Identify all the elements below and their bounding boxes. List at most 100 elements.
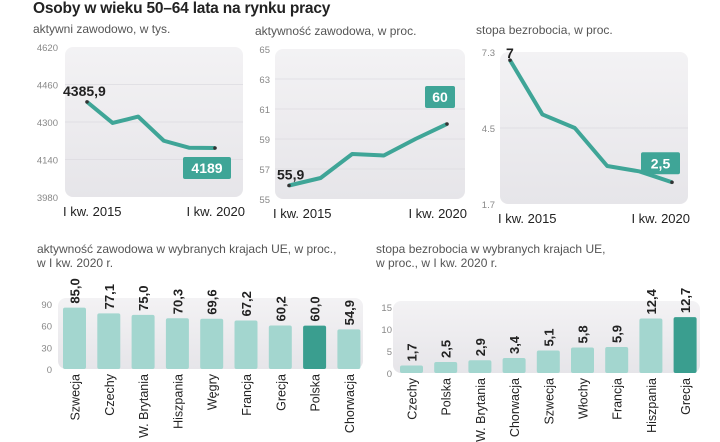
category-label: W. Brytania xyxy=(137,374,151,438)
chart-subtitle: stopa bezrobocia w wybranych krajach UE, xyxy=(376,242,605,256)
x-axis-label-end: I kw. 2020 xyxy=(631,211,690,226)
category-label: Chorwacja xyxy=(343,374,357,433)
y-tick-label: 1.7 xyxy=(482,200,495,211)
y-tick-label: 0 xyxy=(47,365,52,376)
bar-value-label: 70,3 xyxy=(170,289,185,314)
start-value-label: 7 xyxy=(506,45,514,61)
data-point xyxy=(508,58,512,62)
start-value-label: 4385,9 xyxy=(63,83,106,99)
y-tick-label: 5 xyxy=(387,347,392,358)
data-line xyxy=(288,122,448,188)
y-tick-label: 4620 xyxy=(37,43,58,54)
bar-value-label: 2,5 xyxy=(439,340,454,358)
x-axis-label-start: I kw. 2015 xyxy=(63,204,122,219)
chart-subtitle: w I kw. 2020 r. xyxy=(36,256,113,270)
bar xyxy=(337,329,361,369)
bar xyxy=(131,314,155,369)
y-tick-label: 55 xyxy=(259,195,270,206)
bar-value-label: 5,8 xyxy=(576,325,591,343)
bar xyxy=(536,350,560,373)
y-tick-label: 4140 xyxy=(37,156,58,167)
bar-value-label: 1,7 xyxy=(405,343,420,361)
x-axis-label-end: I kw. 2020 xyxy=(408,206,467,221)
data-point xyxy=(85,100,89,104)
y-tick-label: 4460 xyxy=(37,81,58,92)
category-label: Czechy xyxy=(406,377,420,419)
chart-subtitle: w proc., w I kw. 2020 r. xyxy=(375,256,497,270)
bar xyxy=(63,307,86,369)
bar-value-label: 67,2 xyxy=(239,291,254,316)
category-label: Grecja xyxy=(679,378,693,415)
bar-value-label: 60,0 xyxy=(308,296,323,321)
start-value-label: 55,9 xyxy=(277,167,304,183)
bar-value-label: 75,0 xyxy=(136,286,151,311)
category-label: Chorwacja xyxy=(508,378,522,437)
bar-value-label: 5,9 xyxy=(610,325,625,343)
bar-value-label: 5,1 xyxy=(541,328,556,346)
bar-value-label: 3,4 xyxy=(507,335,522,354)
y-tick-label: 63 xyxy=(259,75,270,86)
y-tick-label: 60 xyxy=(41,322,52,333)
data-point xyxy=(213,146,217,150)
y-tick-label: 90 xyxy=(41,300,52,311)
page-title: Osoby w wieku 50–64 lata na rynku pracy xyxy=(33,0,331,17)
category-label: Hiszpania xyxy=(171,374,185,429)
bar xyxy=(165,318,189,369)
x-axis-label-start: I kw. 2015 xyxy=(273,206,332,221)
data-point xyxy=(287,183,291,188)
bar xyxy=(200,318,224,369)
bar-value-label: 54,9 xyxy=(342,300,357,325)
data-point xyxy=(445,122,449,126)
end-value-label: 60 xyxy=(432,89,448,105)
category-label: Polska xyxy=(440,378,454,416)
y-tick-label: 4.5 xyxy=(482,124,495,135)
y-tick-label: 57 xyxy=(259,165,270,176)
y-tick-label: 3980 xyxy=(37,193,58,204)
y-tick-label: 30 xyxy=(41,343,52,354)
y-tick-label: 10 xyxy=(381,325,392,336)
category-label: Francja xyxy=(611,378,625,420)
bar xyxy=(97,313,121,369)
category-label: Hiszpania xyxy=(645,378,659,433)
y-tick-label: 59 xyxy=(259,135,270,146)
end-value-tag xyxy=(425,86,455,108)
x-axis-label-start: I kw. 2015 xyxy=(498,211,557,226)
category-label: Szwecja xyxy=(69,374,83,421)
bar xyxy=(639,318,663,373)
bar xyxy=(400,365,423,373)
bar xyxy=(502,358,526,373)
chart-subtitle: aktywność zawodowa w wybranych krajach U… xyxy=(37,242,336,256)
bar-value-label: 12,4 xyxy=(644,288,659,314)
category-label: Francja xyxy=(240,374,254,416)
data-line xyxy=(85,100,216,151)
bar-value-label: 2,9 xyxy=(473,338,488,356)
y-tick-label: 61 xyxy=(259,105,270,116)
category-label: Czechy xyxy=(103,373,117,415)
bar xyxy=(673,317,697,373)
category-label: Węgry xyxy=(206,373,220,410)
bar xyxy=(468,360,492,373)
bar-value-label: 60,2 xyxy=(273,296,288,321)
category-label: Szwecja xyxy=(542,378,556,425)
y-tick-label: 7.3 xyxy=(482,48,495,59)
bar xyxy=(303,325,327,369)
chart-subtitle: stopa bezrobocia, w proc. xyxy=(476,23,613,37)
bar-value-label: 85,0 xyxy=(68,278,83,303)
y-tick-label: 65 xyxy=(259,45,270,56)
bar xyxy=(234,320,258,369)
bar xyxy=(605,347,629,373)
plot-panel xyxy=(275,49,465,199)
bar xyxy=(571,347,594,373)
x-axis-label-end: I kw. 2020 xyxy=(186,204,245,219)
category-label: W. Brytania xyxy=(474,378,488,442)
bar-value-label: 12,7 xyxy=(678,288,693,313)
end-value-label: 2,5 xyxy=(651,155,671,171)
end-value-tag xyxy=(641,152,680,175)
chart-subtitle: aktywność zawodowa, w proc. xyxy=(255,24,416,38)
bar xyxy=(434,362,458,373)
bar xyxy=(268,325,292,369)
bar-value-label: 69,6 xyxy=(205,289,220,314)
category-label: Grecja xyxy=(274,374,288,411)
chart-subtitle: aktywni zawodowo, w tys. xyxy=(33,22,170,36)
